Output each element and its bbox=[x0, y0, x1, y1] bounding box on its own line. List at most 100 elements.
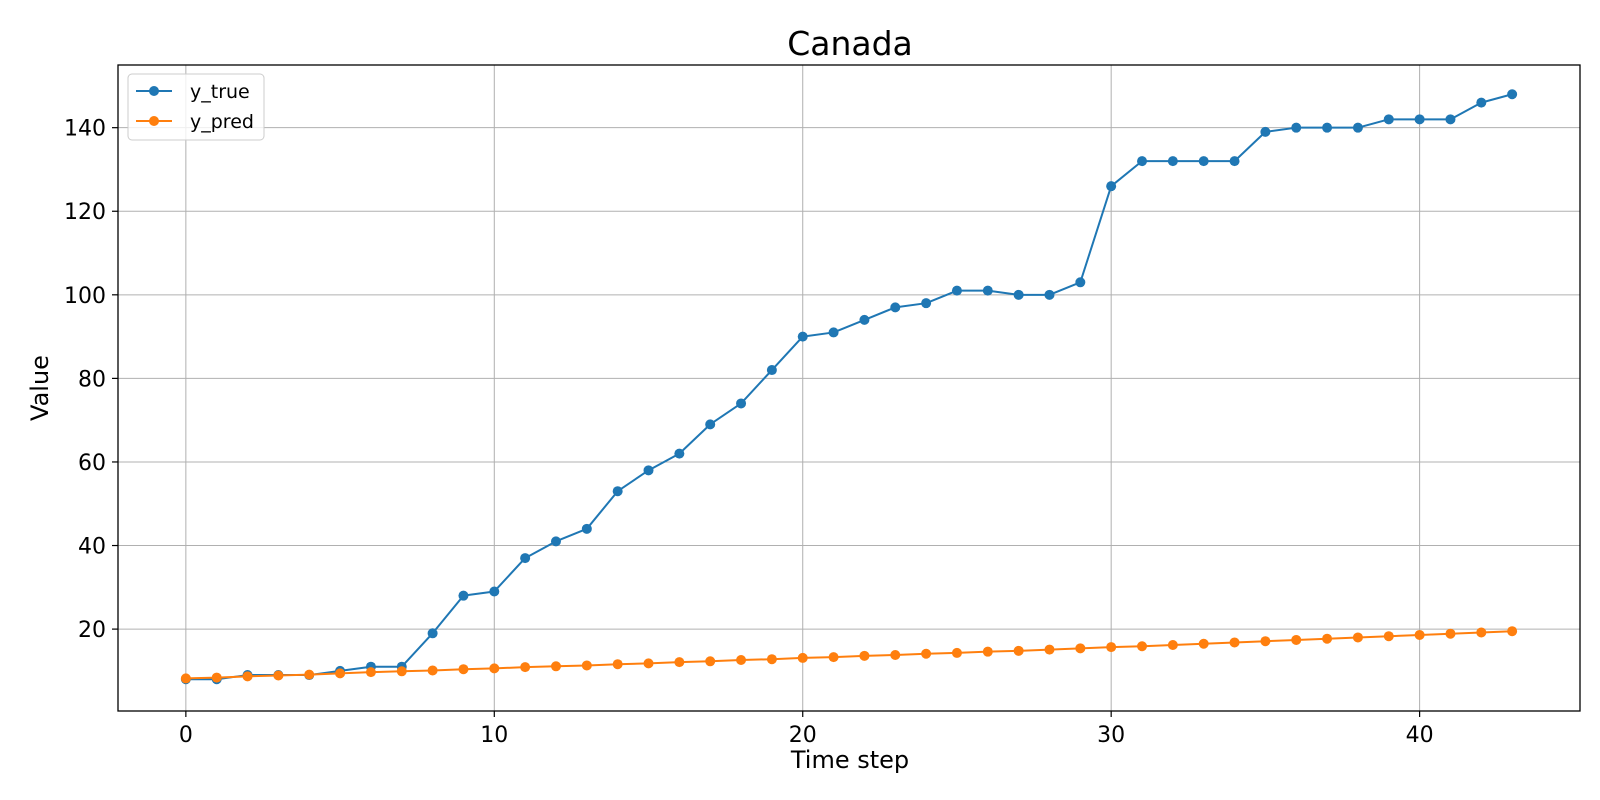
y-axis-label: Value bbox=[26, 355, 54, 421]
y-tick-label: 100 bbox=[64, 284, 106, 309]
data-point-y-pred bbox=[1137, 641, 1148, 652]
data-point-y-pred bbox=[1260, 636, 1271, 647]
data-point-y-pred bbox=[705, 656, 716, 667]
data-point-y-pred bbox=[736, 655, 747, 666]
data-point-y-pred bbox=[859, 650, 870, 661]
data-point-y-true bbox=[1414, 114, 1425, 125]
data-point-y-pred bbox=[1044, 644, 1055, 655]
data-point-y-pred bbox=[674, 657, 685, 668]
data-point-y-true bbox=[797, 331, 808, 342]
data-point-y-true bbox=[1106, 181, 1117, 192]
y-tick-label: 140 bbox=[64, 117, 106, 142]
legend-label-y-true: y_true bbox=[190, 81, 250, 103]
data-point-y-true bbox=[1075, 277, 1086, 288]
data-point-y-pred bbox=[1352, 632, 1363, 643]
data-point-y-true bbox=[1322, 122, 1333, 133]
data-point-y-pred bbox=[458, 664, 469, 675]
data-point-y-true bbox=[1260, 126, 1271, 137]
data-point-y-true bbox=[612, 486, 623, 497]
data-point-y-true bbox=[1507, 89, 1518, 100]
series-line-y-true bbox=[185, 93, 1513, 681]
data-point-y-pred bbox=[550, 661, 561, 672]
legend-label-y-pred: y_pred bbox=[190, 111, 254, 133]
data-point-y-pred bbox=[242, 671, 253, 682]
data-point-y-true bbox=[705, 419, 716, 430]
series-y-pred bbox=[180, 626, 1518, 684]
x-tick-label: 0 bbox=[179, 723, 193, 748]
data-point-y-pred bbox=[828, 652, 839, 663]
x-axis-label: Time step bbox=[790, 746, 909, 774]
data-point-y-pred bbox=[273, 670, 284, 681]
data-point-y-pred bbox=[1291, 634, 1302, 645]
data-point-y-pred bbox=[797, 652, 808, 663]
data-point-y-true bbox=[859, 314, 870, 325]
data-point-y-pred bbox=[1322, 633, 1333, 644]
y-tick-label: 40 bbox=[78, 535, 106, 560]
data-point-y-pred bbox=[1507, 626, 1518, 637]
data-point-y-pred bbox=[427, 665, 438, 676]
data-point-y-pred bbox=[211, 672, 222, 683]
data-point-y-true bbox=[1291, 122, 1302, 133]
legend: y_true y_pred bbox=[127, 73, 265, 141]
data-point-y-true bbox=[890, 302, 901, 313]
x-tick-label: 40 bbox=[1406, 723, 1434, 748]
x-tick-label: 10 bbox=[480, 723, 508, 748]
data-point-y-pred bbox=[489, 663, 500, 674]
data-point-y-pred bbox=[180, 673, 191, 684]
data-point-y-true bbox=[1044, 289, 1055, 300]
data-point-y-true bbox=[736, 398, 747, 409]
data-point-y-true bbox=[674, 448, 685, 459]
data-point-y-pred bbox=[1383, 631, 1394, 642]
data-point-y-true bbox=[643, 465, 654, 476]
data-point-y-true bbox=[1013, 289, 1024, 300]
data-point-y-true bbox=[766, 365, 777, 376]
data-point-y-true bbox=[982, 285, 993, 296]
data-point-y-pred bbox=[951, 647, 962, 658]
series-line-y-pred bbox=[185, 630, 1513, 680]
data-point-y-pred bbox=[335, 668, 346, 679]
data-point-y-pred bbox=[1229, 637, 1240, 648]
data-point-y-pred bbox=[1013, 645, 1024, 656]
grid bbox=[118, 65, 1580, 711]
data-point-y-pred bbox=[520, 662, 531, 673]
y-tick-label: 80 bbox=[78, 367, 106, 392]
data-point-y-pred bbox=[921, 648, 932, 659]
data-point-y-true bbox=[921, 298, 932, 309]
data-point-y-true bbox=[828, 327, 839, 338]
data-point-y-pred bbox=[1445, 628, 1456, 639]
y-tick-label: 120 bbox=[64, 200, 106, 225]
data-point-y-true bbox=[1229, 156, 1240, 167]
data-point-y-pred bbox=[1075, 643, 1086, 654]
chart-title: Canada bbox=[787, 24, 913, 63]
data-point-y-true bbox=[1352, 122, 1363, 133]
data-point-y-pred bbox=[1414, 629, 1425, 640]
data-point-y-pred bbox=[612, 659, 623, 670]
x-tick-label: 20 bbox=[789, 723, 817, 748]
data-point-y-pred bbox=[890, 650, 901, 661]
y-tick-label: 20 bbox=[78, 618, 106, 643]
data-point-y-pred bbox=[396, 666, 407, 677]
data-point-y-pred bbox=[982, 646, 993, 657]
data-point-y-pred bbox=[766, 654, 777, 665]
data-point-y-true bbox=[489, 586, 500, 597]
data-point-y-pred bbox=[1198, 638, 1209, 649]
series-y-true bbox=[180, 89, 1518, 685]
data-point-y-true bbox=[520, 553, 531, 564]
data-point-y-pred bbox=[1106, 642, 1117, 653]
plot-frame bbox=[117, 64, 1581, 712]
data-point-y-true bbox=[581, 523, 592, 534]
data-point-y-pred bbox=[581, 660, 592, 671]
series-layer bbox=[180, 89, 1518, 685]
data-point-y-true bbox=[1445, 114, 1456, 125]
data-point-y-pred bbox=[304, 669, 315, 680]
data-point-y-true bbox=[1383, 114, 1394, 125]
data-point-y-true bbox=[427, 628, 438, 639]
data-point-y-pred bbox=[643, 658, 654, 669]
data-point-y-pred bbox=[1476, 627, 1487, 638]
data-point-y-true bbox=[1198, 156, 1209, 167]
data-point-y-true bbox=[951, 285, 962, 296]
y-tick-label: 60 bbox=[78, 451, 106, 476]
data-point-y-pred bbox=[1167, 639, 1178, 650]
